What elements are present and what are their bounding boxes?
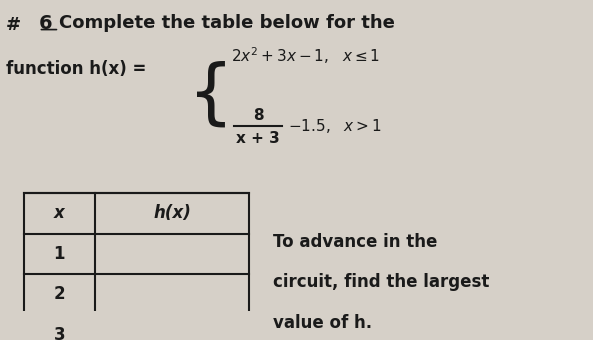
Text: x + 3: x + 3 [236, 131, 280, 146]
Text: 1: 1 [53, 245, 65, 263]
Text: h(x): h(x) [153, 204, 191, 222]
Text: $- 1.5,$  $x > 1$: $- 1.5,$ $x > 1$ [288, 117, 381, 135]
Text: To advance in the: To advance in the [273, 233, 437, 251]
Text: value of h.: value of h. [273, 313, 372, 332]
Text: 6: 6 [39, 14, 52, 33]
Text: #: # [6, 16, 21, 34]
Text: 3: 3 [53, 326, 65, 340]
Text: 8: 8 [253, 108, 263, 123]
Text: x: x [54, 204, 65, 222]
Text: {: { [187, 61, 234, 130]
Text: circuit, find the largest: circuit, find the largest [273, 273, 489, 291]
Text: function h(x) =: function h(x) = [6, 59, 152, 78]
Text: $2x^2 + 3x - 1,$  $x \leq 1$: $2x^2 + 3x - 1,$ $x \leq 1$ [231, 46, 380, 66]
Text: Complete the table below for the: Complete the table below for the [59, 14, 395, 32]
Text: 2: 2 [53, 285, 65, 303]
